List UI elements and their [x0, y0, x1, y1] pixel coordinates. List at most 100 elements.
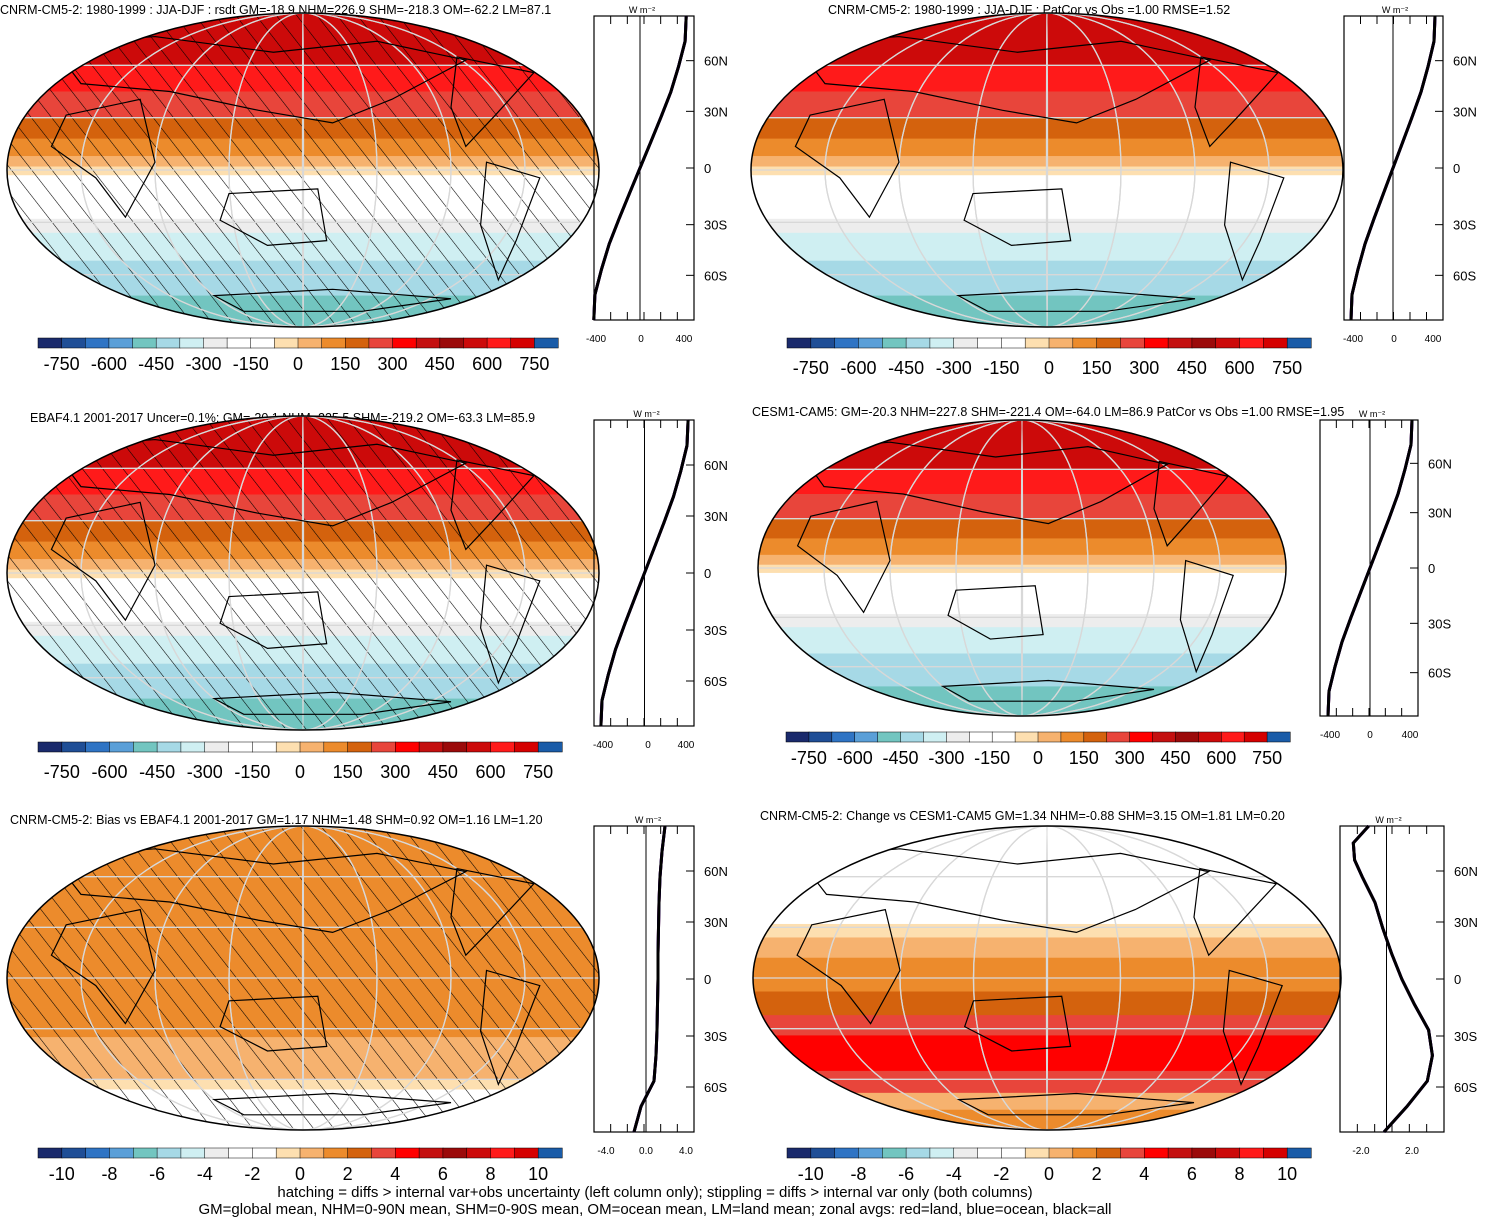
graticule-meridian [154, 416, 452, 730]
colorbar-cell [1072, 337, 1098, 349]
zonal-curve-all [632, 825, 667, 1133]
coastline [50, 908, 156, 1025]
colorbar-label: 0 [295, 762, 305, 782]
colorbar-label: -750 [44, 762, 80, 782]
colorbar-label: 150 [1082, 358, 1112, 378]
colorbar-cell [877, 731, 902, 743]
graticule-meridian [823, 420, 1221, 716]
colorbar-cell [371, 1147, 396, 1159]
lat-tick-label: 60S [704, 268, 727, 283]
colorbar-cell [85, 1147, 111, 1159]
graticule-meridian [955, 420, 1089, 716]
colorbar-cell [923, 731, 947, 743]
lat-tick-label: 60N [704, 458, 728, 473]
colorbar-cell [466, 1147, 492, 1159]
colorbar-cell [858, 337, 883, 349]
colorbar-cell [1167, 337, 1193, 349]
colorbar-cell [1191, 337, 1217, 349]
colorbar-label: 450 [1177, 358, 1207, 378]
colorbar-cell [1286, 1147, 1312, 1159]
colorbar-cell [85, 337, 110, 349]
graticule-meridian [154, 13, 452, 327]
colorbar-cell [1096, 1147, 1122, 1159]
colorbar-label: 150 [1069, 748, 1099, 768]
colorbar-cell [347, 1147, 373, 1159]
colorbar-cell [108, 337, 134, 349]
colorbar-cell [1120, 337, 1145, 349]
colorbar-label: 6 [438, 1164, 448, 1184]
colorbar-cell [133, 1147, 158, 1159]
profile-frame [593, 825, 695, 1133]
colorbar-label: 0 [1033, 748, 1043, 768]
lat-tick-label: 30S [1453, 218, 1476, 233]
colorbar-cell [1129, 731, 1154, 743]
graticule-meridian [899, 826, 1195, 1130]
graticule-meridian [972, 826, 1122, 1130]
colorbar-label: 150 [330, 354, 360, 374]
colorbar-label: -10 [798, 1164, 824, 1184]
graticule-meridian [825, 826, 1269, 1130]
x-tick-label: 0 [645, 740, 651, 751]
colorbar-cell [395, 741, 420, 753]
colorbar-cell [786, 1147, 812, 1159]
graticule-meridian [154, 826, 452, 1130]
zonal-curve-all [599, 419, 690, 727]
coastline [947, 585, 1044, 640]
units-label: W m⁻² [1382, 5, 1408, 15]
coastline [219, 188, 328, 246]
colorbar-cell [37, 337, 63, 349]
colorbar-cell [321, 337, 346, 349]
colorbar-cell [1048, 337, 1074, 349]
lat-tick-label: 30N [704, 509, 728, 524]
colorbar-label: 10 [1277, 1164, 1297, 1184]
colorbar-cell [1175, 731, 1199, 743]
colorbar-label: 300 [378, 354, 408, 374]
units-label: W m⁻² [633, 409, 659, 419]
colorbar-label: -300 [936, 358, 972, 378]
coastline [963, 188, 1072, 246]
colorbar-cell [1215, 337, 1241, 349]
coastline [963, 995, 1072, 1052]
colorbar-label: 8 [486, 1164, 496, 1184]
colorbar-cell [946, 731, 970, 743]
colorbar-cell [991, 731, 1016, 743]
colorbar-label: -300 [187, 762, 223, 782]
colorbar-cell [834, 337, 860, 349]
colorbar: -750 -600 -450 -300 -150 0 150 300 450 600 750 [37, 741, 563, 782]
zonal-curve-all [1351, 824, 1434, 1134]
colorbar-cell [61, 1147, 87, 1159]
colorbar-label: 300 [380, 762, 410, 782]
zonal-profile: -400 0 400 W m⁻² 60N 30N 0 30S 60S [586, 5, 728, 345]
colorbar-cell [1096, 337, 1122, 349]
colorbar-label: -150 [974, 748, 1010, 768]
coastline [796, 441, 1169, 525]
colorbar-cell [786, 337, 812, 349]
coastline [796, 908, 901, 1025]
colorbar-cell [371, 741, 396, 753]
zonal-curve-all [1326, 419, 1414, 717]
colorbar-cell [203, 337, 228, 349]
colorbar-label: -4 [946, 1164, 962, 1184]
colorbar-label: -450 [883, 748, 919, 768]
coastline [219, 591, 328, 649]
colorbar-cell [490, 1147, 515, 1159]
colorbar-label: 10 [528, 1164, 548, 1184]
map-boundary [6, 415, 600, 731]
panel-3: EBAF4.1 2001-2017 Uncer=0.1%: GM=-20.1 N… [6, 409, 728, 782]
colorbar-cell [442, 1147, 468, 1159]
colorbar-label: 600 [1225, 358, 1255, 378]
coastline [1223, 161, 1285, 282]
colorbar-label: -8 [850, 1164, 866, 1184]
colorbar-label: 300 [1115, 748, 1145, 768]
colorbar-label: -10 [49, 1164, 75, 1184]
colorbar-cell [155, 337, 181, 349]
colorbar-cell [785, 731, 810, 743]
colorbar-cell [439, 337, 465, 349]
colorbar-cell [953, 337, 979, 349]
coastline [479, 564, 541, 685]
coastline [212, 691, 452, 715]
colorbar-cell [1014, 731, 1039, 743]
colorbar-cell [969, 731, 993, 743]
footnote-line-2: GM=global mean, NHM=0-90N mean, SHM=0-90… [198, 1201, 1112, 1218]
colorbar-cell [250, 337, 275, 349]
